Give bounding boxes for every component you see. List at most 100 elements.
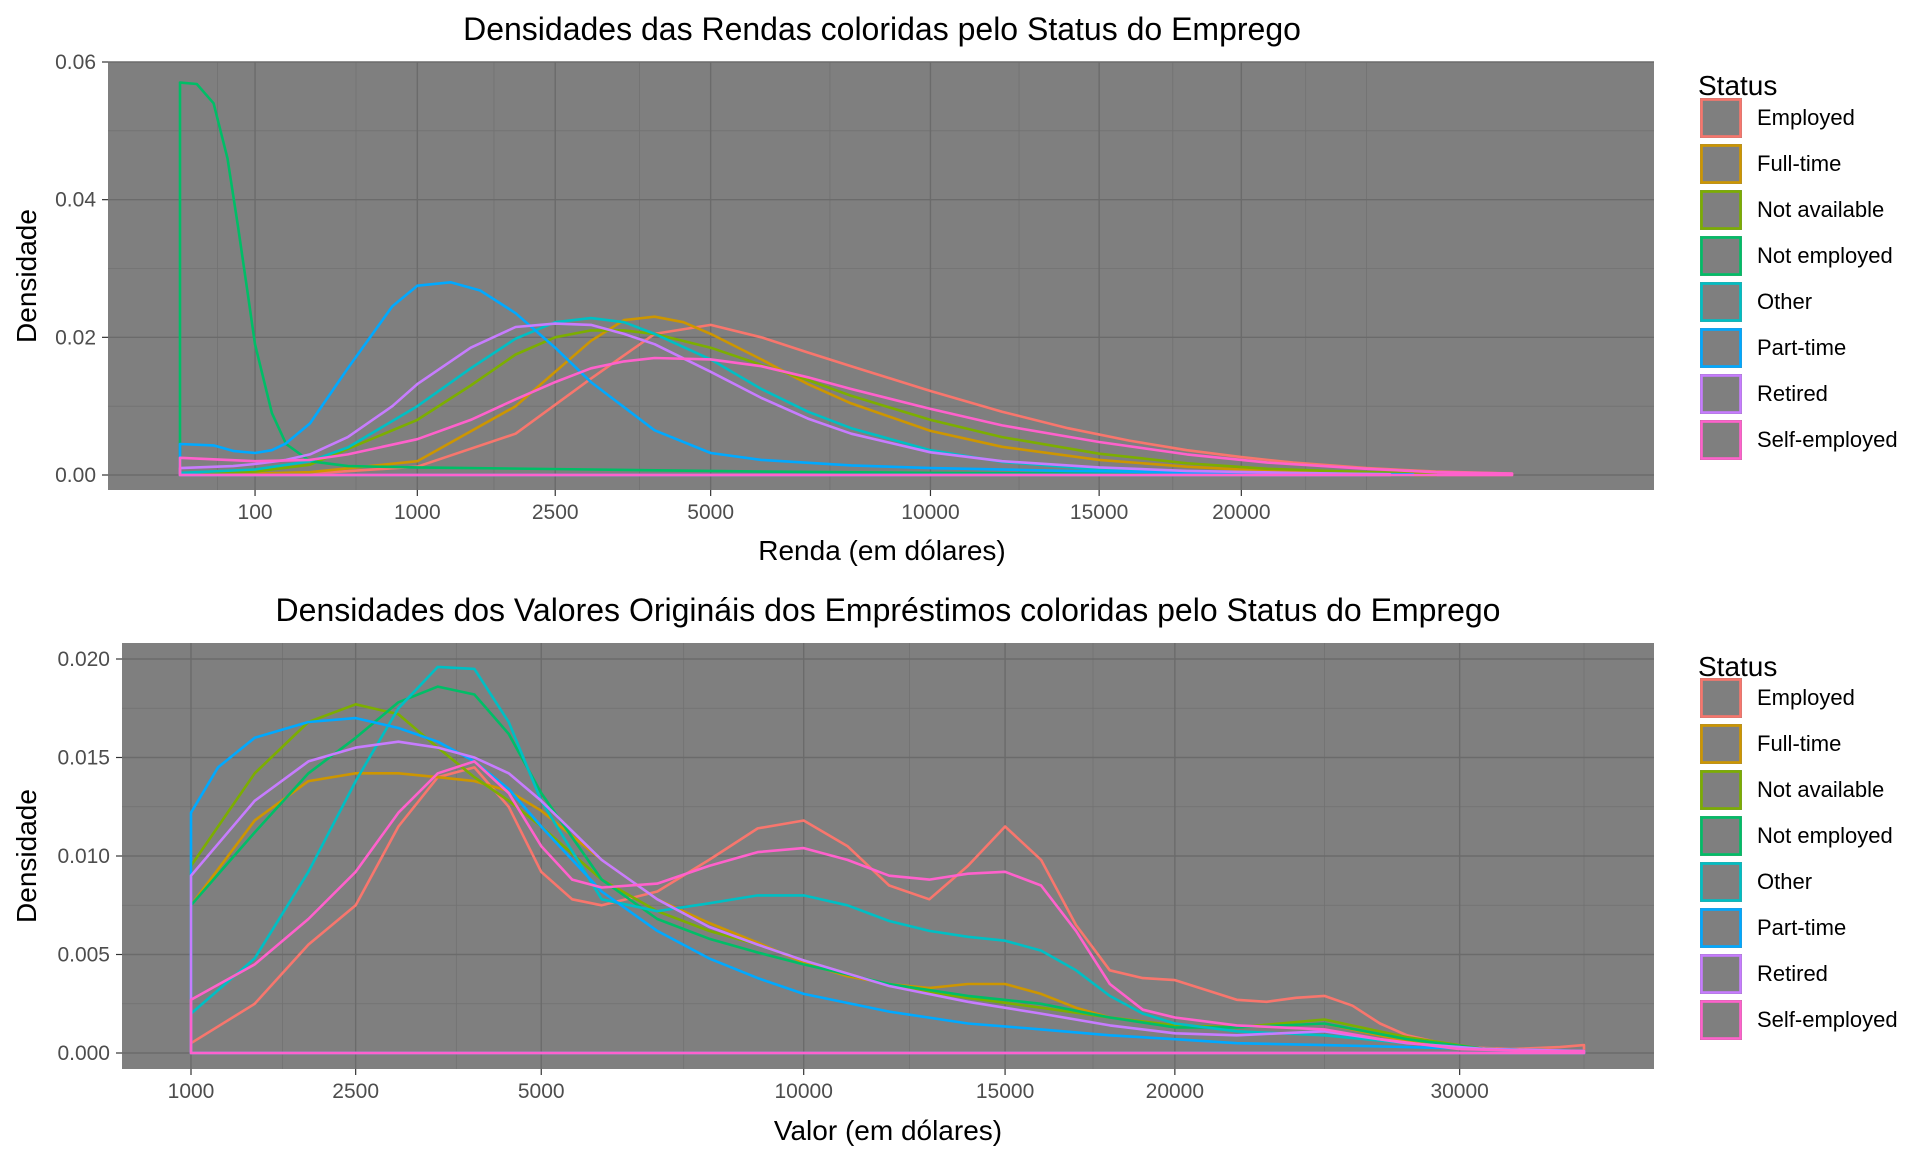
legend-swatch	[1700, 816, 1742, 856]
y-tick-label: 0.005	[57, 944, 110, 967]
x-tick-label: 2500	[332, 1080, 379, 1103]
y-tick-label: 0.000	[57, 1042, 110, 1065]
legend-label: Self-employed	[1757, 1007, 1898, 1032]
density-curve-employed	[189, 766, 1586, 1055]
y-tick-label: 0.015	[57, 747, 110, 770]
minor-gridlines	[108, 62, 1654, 490]
legend-label: Retired	[1757, 381, 1828, 406]
legend-swatch	[1700, 144, 1742, 184]
density-curve-part-time	[189, 716, 1586, 1055]
density-curve-part-time	[178, 281, 1415, 477]
legend: Status Employed Full-time Not available Not…	[1698, 70, 1898, 460]
density-curve-retired	[178, 322, 1392, 477]
legend-label: Employed	[1757, 105, 1855, 130]
x-tick-label: 100	[238, 501, 273, 524]
legend-key-bg	[1700, 1000, 1742, 1040]
legend-label: Retired	[1757, 961, 1828, 986]
y-tick-label: 0.04	[55, 189, 96, 212]
legend-label: Part-time	[1757, 335, 1846, 360]
legend-key-bg	[1700, 862, 1742, 902]
legend-key-bg	[1700, 282, 1742, 322]
y-axis-title: Densidade	[11, 789, 42, 923]
legend-swatch	[1700, 862, 1742, 902]
legend-label: Full-time	[1757, 731, 1841, 756]
legend-label: Not available	[1757, 197, 1884, 222]
y-axis-title: Densidade	[11, 209, 42, 343]
legend-key-bg	[1700, 236, 1742, 276]
legend-swatch	[1700, 98, 1742, 138]
x-axis-ticks: 100 1000 2500 5000 10000 15000 20000	[238, 490, 1271, 524]
legend-key-bg	[1700, 144, 1742, 184]
legend-title: Status	[1698, 70, 1777, 101]
chart-title: Densidades dos Valores Origináis dos Emp…	[276, 592, 1501, 628]
legend-swatch	[1700, 678, 1742, 718]
legend-swatch	[1700, 724, 1742, 764]
density-curves	[189, 665, 1586, 1055]
x-axis-title: Valor (em dólares)	[774, 1115, 1002, 1146]
x-tick-label: 1000	[168, 1080, 215, 1103]
x-tick-label: 1000	[394, 501, 441, 524]
x-tick-label: 10000	[901, 501, 959, 524]
legend-key-bg	[1700, 816, 1742, 856]
legend-swatch	[1700, 1000, 1742, 1040]
legend-label: Full-time	[1757, 151, 1841, 176]
legend-swatch	[1700, 770, 1742, 810]
legend-swatch	[1700, 954, 1742, 994]
legend-swatch	[1700, 236, 1742, 276]
x-axis-title: Renda (em dólares)	[758, 535, 1005, 566]
density-curve-self-employed	[189, 760, 1586, 1055]
legend-label: Not employed	[1757, 243, 1893, 268]
legend-swatch	[1700, 908, 1742, 948]
loan-amount-density-chart: Densidades dos Valores Origináis dos Emp…	[11, 592, 1898, 1146]
y-tick-label: 0.00	[55, 464, 96, 487]
x-tick-label: 15000	[976, 1080, 1034, 1103]
y-axis-ticks: 0.00 0.02 0.04 0.06	[55, 51, 108, 487]
legend-key-bg	[1700, 420, 1742, 460]
legend: Status Employed Full-time Not available Not…	[1698, 651, 1898, 1040]
y-tick-label: 0.020	[57, 648, 110, 671]
x-tick-label: 5000	[518, 1080, 565, 1103]
x-axis-ticks: 1000 2500 5000 10000 15000 20000 30000	[168, 1069, 1489, 1103]
x-tick-label: 20000	[1146, 1080, 1204, 1103]
legend-label: Other	[1757, 289, 1812, 314]
legend-swatch	[1700, 420, 1742, 460]
y-axis-ticks: 0.000 0.005 0.010 0.015 0.020	[57, 648, 122, 1065]
legend-key-bg	[1700, 328, 1742, 368]
income-density-chart: Densidades das Rendas coloridas pelo Sta…	[11, 11, 1898, 566]
legend-swatch	[1700, 190, 1742, 230]
legend-label: Not employed	[1757, 823, 1893, 848]
density-curves	[178, 81, 1514, 477]
legend-key-bg	[1700, 98, 1742, 138]
plot-panel	[108, 62, 1654, 490]
legend-key-bg	[1700, 908, 1742, 948]
legend-key-bg	[1700, 374, 1742, 414]
density-curve-full-time	[178, 315, 1438, 477]
legend-swatch	[1700, 328, 1742, 368]
legend-key-bg	[1700, 678, 1742, 718]
legend-key-bg	[1700, 724, 1742, 764]
y-tick-label: 0.010	[57, 845, 110, 868]
density-curve-not-employed	[189, 685, 1586, 1055]
y-tick-label: 0.06	[55, 51, 96, 74]
legend-label: Part-time	[1757, 915, 1846, 940]
legend-key-bg	[1700, 954, 1742, 994]
x-tick-label: 2500	[532, 501, 579, 524]
legend-key-bg	[1700, 190, 1742, 230]
legend-label: Employed	[1757, 685, 1855, 710]
x-tick-label: 20000	[1212, 501, 1270, 524]
legend-swatch	[1700, 374, 1742, 414]
legend-swatch	[1700, 282, 1742, 322]
legend-label: Self-employed	[1757, 427, 1898, 452]
density-curve-self-employed	[178, 356, 1514, 477]
legend-label: Other	[1757, 869, 1812, 894]
chart-title: Densidades das Rendas coloridas pelo Sta…	[463, 11, 1301, 47]
density-curve-other	[189, 665, 1586, 1055]
x-tick-label: 30000	[1430, 1080, 1488, 1103]
legend-label: Not available	[1757, 777, 1884, 802]
x-tick-label: 5000	[687, 501, 734, 524]
density-curve-not-available	[178, 329, 1438, 477]
legend-key-bg	[1700, 770, 1742, 810]
x-tick-label: 15000	[1070, 501, 1128, 524]
x-tick-label: 10000	[774, 1080, 832, 1103]
